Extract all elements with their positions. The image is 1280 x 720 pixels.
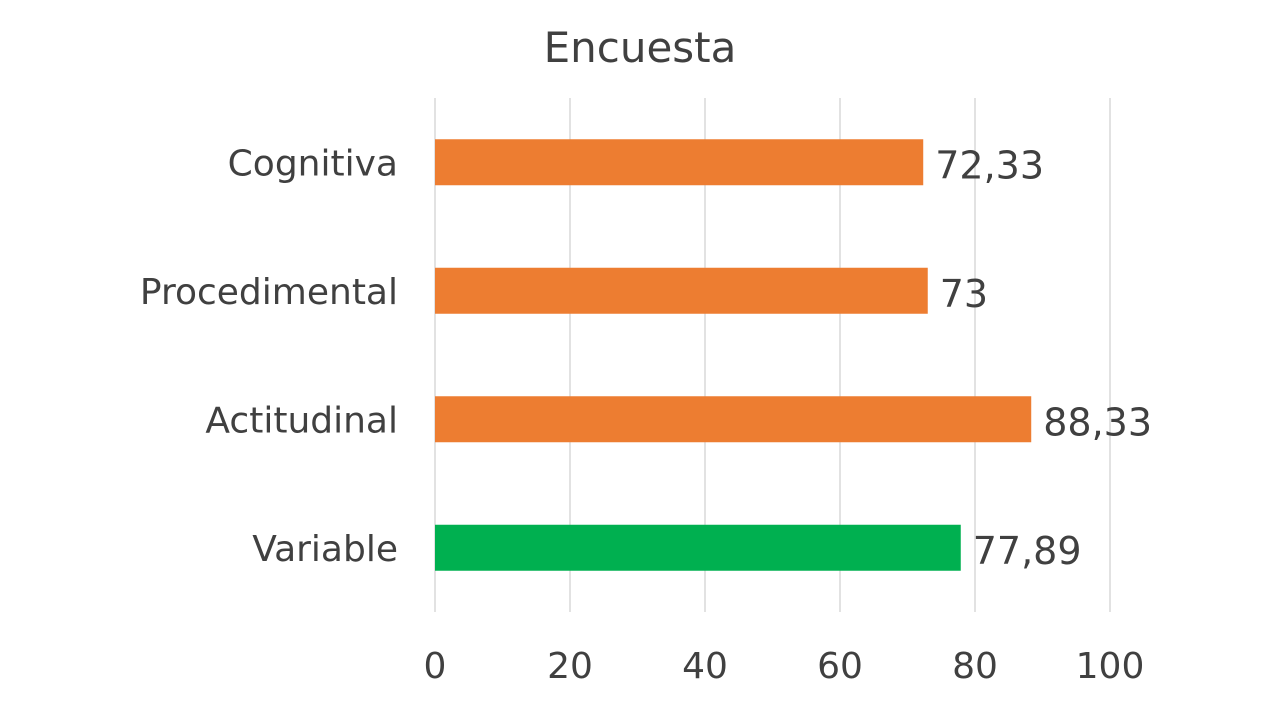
data-label: 77,89 bbox=[973, 529, 1082, 573]
x-tick-label: 60 bbox=[817, 646, 863, 687]
category-label: Variable bbox=[252, 529, 398, 570]
bar bbox=[435, 524, 961, 571]
x-axis-tick-labels: 0 20 40 60 80 100 bbox=[424, 646, 1145, 687]
category-label: Cognitiva bbox=[228, 143, 398, 184]
bar bbox=[435, 396, 1032, 443]
data-label: 88,33 bbox=[1043, 400, 1152, 444]
category-label: Actitudinal bbox=[205, 400, 398, 441]
chart-title: Encuesta bbox=[544, 23, 737, 72]
data-label: 72,33 bbox=[935, 143, 1044, 187]
bar bbox=[435, 267, 928, 314]
category-labels: Cognitiva Procedimental Actitudinal Variabl… bbox=[140, 143, 398, 570]
bars bbox=[435, 139, 1032, 571]
x-tick-label: 100 bbox=[1076, 646, 1145, 687]
category-label: Procedimental bbox=[140, 272, 398, 313]
data-label: 73 bbox=[940, 272, 988, 316]
bar bbox=[435, 139, 924, 186]
x-tick-label: 20 bbox=[547, 646, 593, 687]
data-labels: 72,33 73 88,33 77,89 bbox=[935, 143, 1152, 573]
x-tick-label: 40 bbox=[682, 646, 728, 687]
x-tick-label: 0 bbox=[424, 646, 447, 687]
x-tick-label: 80 bbox=[952, 646, 998, 687]
